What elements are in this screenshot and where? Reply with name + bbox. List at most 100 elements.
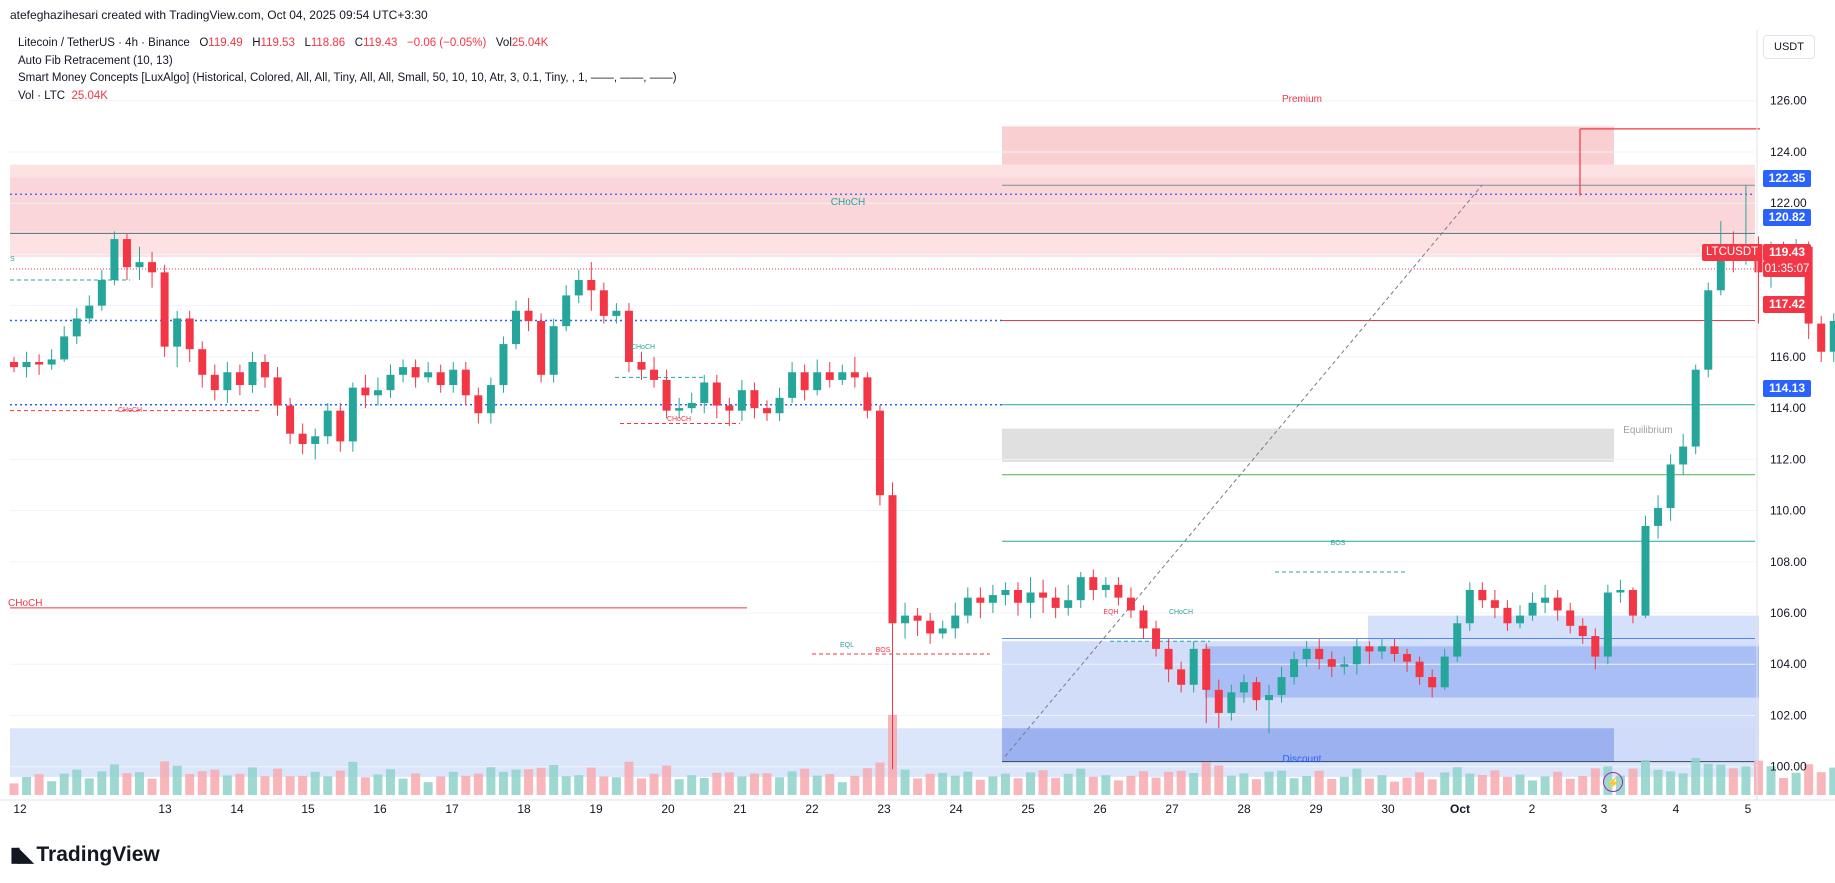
candle-body[interactable] (562, 295, 571, 327)
candle-body[interactable] (537, 321, 546, 375)
candle-body[interactable] (788, 372, 797, 398)
candle-body[interactable] (1691, 369, 1700, 447)
candle-body[interactable] (486, 385, 495, 414)
candle-body[interactable] (1453, 623, 1462, 657)
candle-body[interactable] (210, 374, 219, 391)
candle-body[interactable] (461, 369, 470, 396)
candle-body[interactable] (1139, 610, 1148, 629)
candle-body[interactable] (1227, 692, 1236, 713)
candle-body[interactable] (1804, 246, 1813, 324)
legend-indicator-smc[interactable]: Smart Money Concepts [LuxAlgo] (Historic… (18, 72, 677, 84)
candle-body[interactable] (587, 280, 596, 291)
candle-body[interactable] (1302, 648, 1311, 660)
candle-body[interactable] (1578, 625, 1587, 637)
candle-body[interactable] (1377, 646, 1386, 652)
candle-body[interactable] (386, 374, 395, 391)
candle-body[interactable] (976, 597, 985, 603)
candle-body[interactable] (449, 369, 458, 386)
candle-body[interactable] (1252, 682, 1261, 701)
candle-body[interactable] (411, 367, 420, 378)
candle-body[interactable] (198, 349, 207, 375)
candle-body[interactable] (1591, 636, 1600, 657)
candle-body[interactable] (1566, 610, 1575, 626)
candle-body[interactable] (248, 362, 257, 386)
candle-body[interactable] (1327, 659, 1336, 667)
candle-body[interactable] (712, 382, 721, 406)
candle-body[interactable] (624, 310, 633, 362)
candle-body[interactable] (988, 595, 997, 603)
candle-body[interactable] (913, 615, 922, 621)
candle-body[interactable] (1202, 648, 1211, 690)
candle-body[interactable] (700, 382, 709, 403)
candle-body[interactable] (1666, 464, 1675, 508)
candle-body[interactable] (60, 336, 69, 360)
candle-body[interactable] (185, 318, 194, 350)
candle-body[interactable] (1679, 446, 1688, 465)
candle-body[interactable] (650, 369, 659, 380)
candle-body[interactable] (122, 239, 131, 268)
candle-body[interactable] (1541, 597, 1550, 603)
candle-body[interactable] (160, 272, 169, 347)
candle-body[interactable] (1076, 577, 1085, 601)
candle-body[interactable] (311, 436, 320, 444)
candle-body[interactable] (1503, 607, 1512, 624)
candle-body[interactable] (1516, 615, 1524, 624)
legend-symbol[interactable]: Litecoin / TetherUS · 4h · Binance (18, 37, 190, 49)
candle-body[interactable] (1415, 661, 1424, 678)
candle-body[interactable] (863, 377, 872, 411)
candle-body[interactable] (1428, 677, 1437, 688)
candle-body[interactable] (524, 310, 533, 322)
candle-body[interactable] (1440, 656, 1449, 688)
candle-body[interactable] (1277, 677, 1286, 695)
candle-body[interactable] (97, 280, 106, 306)
candle-body[interactable] (1051, 597, 1060, 608)
candle-body[interactable] (10, 362, 18, 368)
candle-body[interactable] (1290, 659, 1299, 678)
candle-body[interactable] (1603, 592, 1612, 657)
candle-body[interactable] (323, 410, 332, 437)
candle-body[interactable] (1126, 597, 1135, 611)
candle-body[interactable] (1654, 508, 1663, 526)
candle-body[interactable] (1365, 646, 1374, 652)
candle-body[interactable] (474, 395, 483, 414)
candle-body[interactable] (261, 362, 269, 378)
candle-body[interactable] (775, 397, 784, 414)
candle-body[interactable] (1340, 664, 1349, 667)
candle-body[interactable] (436, 372, 445, 386)
candle-body[interactable] (1817, 323, 1826, 352)
candle-body[interactable] (901, 615, 910, 624)
candle-body[interactable] (825, 372, 834, 380)
candle-body[interactable] (399, 367, 408, 375)
candle-body[interactable] (1039, 592, 1048, 598)
legend-indicator-vol[interactable]: Vol · LTC 25.04K (18, 88, 677, 106)
candle-body[interactable] (1490, 600, 1499, 608)
candle-body[interactable] (110, 239, 119, 281)
candle-body[interactable] (1164, 648, 1173, 670)
candle-body[interactable] (549, 326, 558, 375)
candle-body[interactable] (1403, 654, 1412, 662)
candle-body[interactable] (1189, 648, 1198, 685)
candle-body[interactable] (273, 377, 282, 406)
candle-body[interactable] (800, 372, 809, 391)
candle-body[interactable] (85, 305, 94, 319)
candle-body[interactable] (72, 318, 81, 337)
candle-body[interactable] (838, 372, 847, 380)
candle-body[interactable] (763, 408, 771, 414)
candle-body[interactable] (499, 344, 508, 386)
candle-body[interactable] (47, 359, 56, 365)
candle-body[interactable] (1628, 589, 1637, 616)
candle-body[interactable] (750, 390, 759, 409)
candle-body[interactable] (1553, 597, 1562, 611)
candle-body[interactable] (348, 387, 357, 442)
candle-body[interactable] (336, 410, 345, 442)
tradingview-brand[interactable]: ▮◣ TradingView (10, 842, 160, 867)
candle-body[interactable] (512, 310, 520, 345)
candle-body[interactable] (148, 262, 157, 273)
candle-body[interactable] (599, 290, 608, 316)
candle-body[interactable] (373, 390, 382, 396)
candle-body[interactable] (951, 615, 960, 629)
legend-indicator-fib[interactable]: Auto Fib Retracement (10, 13) (18, 54, 173, 67)
candle-body[interactable] (675, 408, 684, 411)
candle-body[interactable] (1616, 589, 1625, 593)
